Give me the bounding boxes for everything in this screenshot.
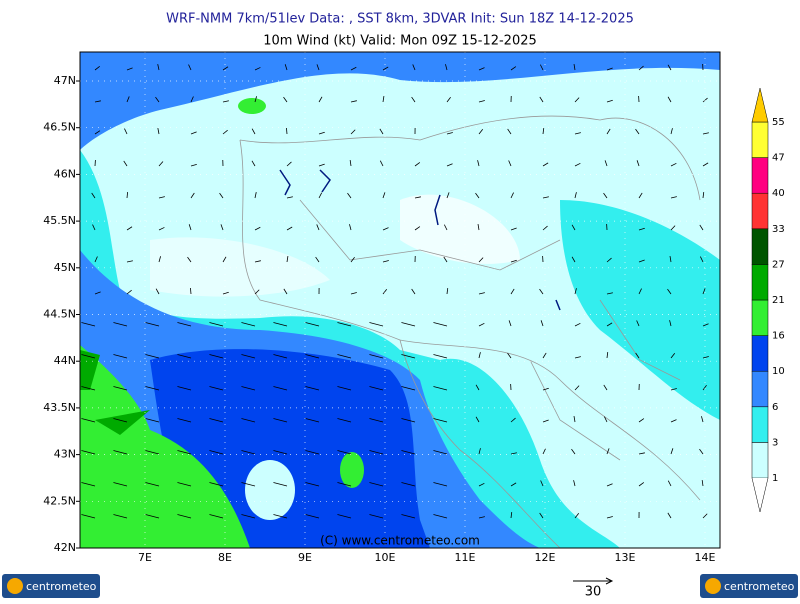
lat-label: 42.5N [43,494,76,507]
title: WRF-NMM 7km/51lev Data: , SST 8km, 3DVAR… [166,12,634,27]
colorbar-swatch [752,300,768,336]
colorbar-swatch [752,122,768,158]
lat-label: 44N [54,354,76,367]
wind-arrow [190,288,191,294]
colorbar: 1 3 6 10 16 21 27 33 40 47 55 [752,88,785,512]
lon-label: 11E [455,551,476,564]
lat-label: 44.5N [43,308,76,321]
lon-label: 8E [218,551,232,564]
lon-label: 10E [375,551,396,564]
colorbar-swatch [752,158,768,194]
logo-left: centrometeo [2,574,100,598]
colorbar-label: 27 [772,259,785,270]
lon-label: 12E [535,551,556,564]
colorbar-top [752,88,768,122]
colorbar-swatch [752,264,768,300]
lon-label: 13E [615,551,636,564]
colorbar-label: 3 [772,437,778,448]
lat-label: 42N [54,541,76,554]
lat-label: 43.5N [43,401,76,414]
colorbar-bottom [752,478,768,512]
lon-label: 14E [695,551,716,564]
colorbar-swatch [752,407,768,443]
logo-text: centrometeo [724,580,795,593]
colorbar-swatch [752,336,768,372]
lat-label: 46.5N [43,121,76,134]
colorbar-label: 21 [772,295,785,306]
subtitle: 10m Wind (kt) Valid: Mon 09Z 15-12-2025 [263,34,537,49]
colorbar-swatch [752,371,768,407]
colorbar-label: 16 [772,331,785,342]
lat-label: 43N [54,448,76,461]
logo-text: centrometeo [26,580,97,593]
wind-arrow [286,128,287,134]
colorbar-swatch [752,193,768,229]
logo-right: centrometeo [700,574,798,598]
lat-label: 45N [54,261,76,274]
colorbar-swatch [752,442,768,478]
lat-label: 47N [54,74,76,87]
lat-label: 46N [54,167,76,180]
colorbar-label: 40 [772,188,785,199]
lon-label: 9E [298,551,312,564]
copyright: (C) www.centrometeo.com [320,534,480,548]
colorbar-label: 1 [772,473,778,484]
colorbar-label: 55 [772,117,785,128]
colorbar-label: 10 [772,366,785,377]
lon-label: 7E [138,551,152,564]
colorbar-label: 47 [772,153,785,164]
colorbar-swatch [752,229,768,265]
map-field [80,52,720,548]
colorbar-label: 6 [772,402,778,413]
colorbar-label: 33 [772,224,785,235]
lat-label: 45.5N [43,214,76,227]
lat-labels: 47N 46.5N 46N 45.5N 45N 44.5N 44N 43.5N 43N 42.5N… [43,74,80,554]
lon-labels: 7E 8E 9E 10E 11E 12E 13E 14E [138,551,715,564]
reference-label: 30 [585,585,602,600]
